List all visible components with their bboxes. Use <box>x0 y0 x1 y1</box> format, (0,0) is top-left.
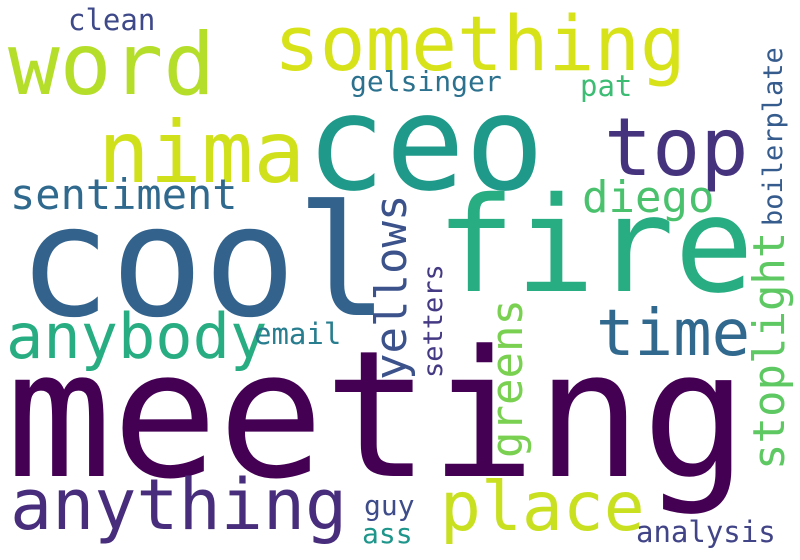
word-meeting: meeting <box>6 313 748 518</box>
word-sentiment: sentiment <box>10 170 238 219</box>
word-pat: pat <box>580 69 633 103</box>
word-gelsinger: gelsinger <box>350 65 502 98</box>
word-greens: greens <box>482 299 533 458</box>
word-top: top <box>604 101 749 194</box>
word-time: time <box>596 297 751 371</box>
word-word: word <box>8 15 216 115</box>
word-anything: anything <box>10 464 348 546</box>
word-clean: clean <box>68 3 156 37</box>
word-ass: ass <box>362 517 413 550</box>
word-guy: guy <box>364 489 415 522</box>
word-analysis: analysis <box>636 515 776 549</box>
word-stoplight: stoplight <box>744 231 795 470</box>
word-place: place <box>440 468 645 547</box>
word-yellows: yellows <box>366 194 417 380</box>
word-fire: fire <box>436 169 754 323</box>
word-cool: cool <box>18 173 389 352</box>
word-email: email <box>254 317 342 351</box>
word-ceo: ceo <box>306 67 545 221</box>
word-nima: nima <box>98 103 306 203</box>
word-something: something <box>274 0 686 88</box>
word-setters: setters <box>418 264 449 378</box>
word-diego: diego <box>582 172 715 223</box>
word-boilerplate: boilerplate <box>758 47 789 226</box>
word-anybody: anybody <box>6 300 268 373</box>
